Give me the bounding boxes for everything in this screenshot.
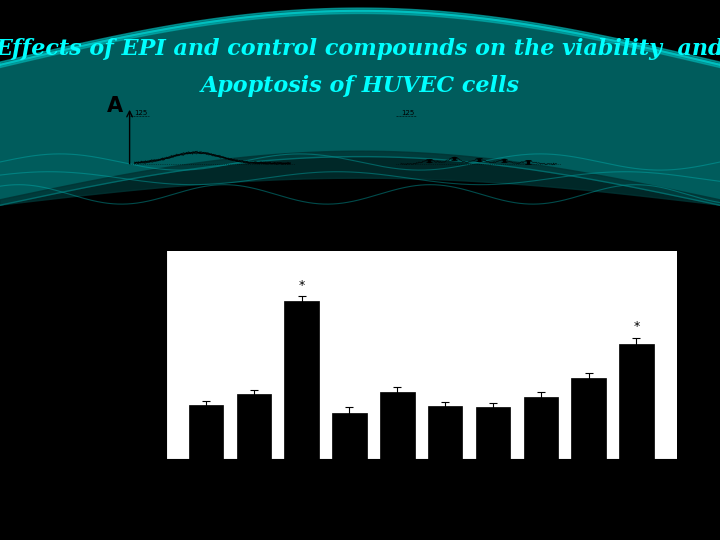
Bar — [619, 344, 654, 459]
Text: *: * — [633, 320, 639, 333]
Bar — [332, 413, 366, 459]
Text: 125: 125 — [401, 110, 414, 117]
Bar — [523, 396, 558, 459]
Text: *: * — [299, 279, 305, 292]
Text: Apoptosis of HUVEC cells: Apoptosis of HUVEC cells — [200, 76, 520, 97]
Bar — [380, 393, 415, 459]
Text: A: A — [107, 96, 123, 116]
Bar — [428, 406, 462, 459]
Bar — [237, 394, 271, 459]
Bar — [189, 405, 223, 459]
Bar — [284, 301, 319, 459]
Text: Effects of EPI and control compounds on the viability  and: Effects of EPI and control compounds on … — [0, 38, 720, 59]
Bar — [572, 379, 606, 459]
Text: Treatment: Treatment — [284, 472, 336, 483]
Text: B: B — [107, 243, 122, 263]
Bar — [476, 407, 510, 459]
Y-axis label: % Annexin V positive cells: % Annexin V positive cells — [127, 273, 137, 437]
Text: 125: 125 — [135, 110, 148, 117]
